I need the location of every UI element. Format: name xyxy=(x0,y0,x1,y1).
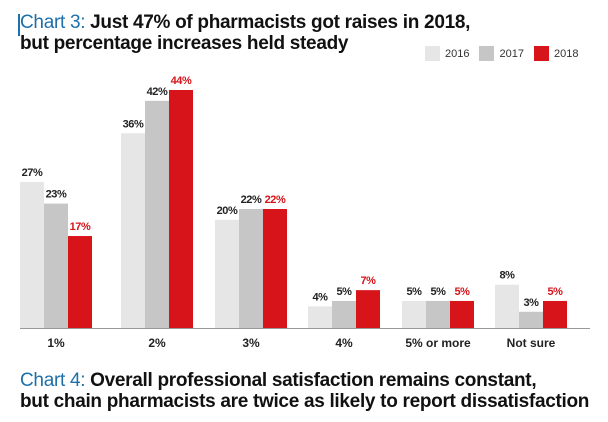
bar-2016-5 xyxy=(495,284,519,328)
bar-2018-0 xyxy=(68,236,92,328)
data-label-2018-4: 5% xyxy=(454,286,470,298)
data-label-2016-3: 4% xyxy=(312,291,328,303)
legend-label-2016: 2016 xyxy=(445,47,470,60)
data-label-2018-0: 17% xyxy=(70,221,91,233)
bar-2016-0 xyxy=(20,181,44,328)
category-label-2: 3% xyxy=(242,336,260,350)
next-chart-title: Chart 4: Overall professional satisfacti… xyxy=(20,370,589,412)
bar-2016-1 xyxy=(121,133,145,328)
bar-2018-4 xyxy=(450,300,474,328)
legend-swatch-2016 xyxy=(425,46,440,61)
next-chart-title-line-2: but chain pharmacists are twice as likel… xyxy=(20,391,590,412)
next-chart-title-text: Overall professional satisfaction remain… xyxy=(85,370,537,391)
data-label-2018-2: 22% xyxy=(265,194,286,206)
data-label-2016-5: 8% xyxy=(499,270,515,282)
data-label-2016-4: 5% xyxy=(406,286,422,298)
bar-chart: 27%23%17%1%36%42%44%2%20%22% 22%3%4% 5%7%4… xyxy=(20,75,590,350)
data-label-2018-5: 5% xyxy=(547,286,563,298)
legend-item-2016: 2016 xyxy=(425,46,469,61)
chart-title: Chart 3: Just 47% of pharmacists got rai… xyxy=(20,12,470,54)
bar-2017-0 xyxy=(44,203,68,328)
legend-swatch-2018 xyxy=(533,46,549,61)
bar-2016-4 xyxy=(402,300,426,328)
data-label-2018-1: 44% xyxy=(171,75,192,87)
data-label-2016-1: 36% xyxy=(123,118,144,130)
bar-2018-1 xyxy=(169,90,193,328)
bar-2018-5 xyxy=(543,300,567,328)
next-chart-title-line-1: Chart 4: Overall professional satisfacti… xyxy=(20,370,589,391)
legend-item-2018: 2018 xyxy=(533,46,579,61)
bar-2018-3 xyxy=(356,290,380,328)
chart-title-line-1: Chart 3: Just 47% of pharmacists got rai… xyxy=(20,12,470,33)
chart-title-line-2: but percentage increases held steady xyxy=(20,33,349,54)
data-label-2016-2: 20% xyxy=(217,205,238,217)
bar-2017-5 xyxy=(519,311,543,328)
category-label-3: 4% xyxy=(335,336,353,350)
data-label-2017-4: 5% xyxy=(430,286,446,298)
data-label-2017-0: 23% xyxy=(46,189,67,201)
legend-item-2017: 2017 xyxy=(479,46,524,61)
data-label-2016-0: 27% xyxy=(22,167,43,179)
bar-2017-2 xyxy=(239,209,263,328)
category-label-0: 1% xyxy=(47,336,65,350)
title-accent-bar xyxy=(18,14,20,36)
bar-2017-4 xyxy=(426,300,450,328)
category-label-1: 2% xyxy=(148,336,166,350)
next-chart-number-label: Chart 4: xyxy=(20,370,86,391)
bar-2016-2 xyxy=(215,219,239,328)
legend-swatch-2017 xyxy=(479,46,495,61)
data-label-2018-3: 7% xyxy=(360,275,376,287)
bar-2016-3 xyxy=(308,306,332,328)
data-label-2017-2: 22% xyxy=(241,194,262,206)
legend-label-2017: 2017 xyxy=(499,47,524,60)
category-label-4: 5% or more xyxy=(405,336,471,350)
legend-label-2018: 2018 xyxy=(553,47,579,60)
chart-title-text: Just 47% of pharmacists got raises in 20… xyxy=(85,12,471,33)
data-label-2017-5: 3% xyxy=(523,297,539,309)
legend: 2016 2017 2018 xyxy=(425,46,588,61)
data-label-2017-1: 42% xyxy=(147,86,168,98)
bar-2018-2 xyxy=(263,209,287,328)
bar-2017-3 xyxy=(332,300,356,328)
category-label-5: Not sure xyxy=(507,336,556,350)
chart-number-label: Chart 3: xyxy=(20,12,86,33)
data-label-2017-3: 5% xyxy=(336,286,352,298)
bar-2017-1 xyxy=(145,100,169,329)
